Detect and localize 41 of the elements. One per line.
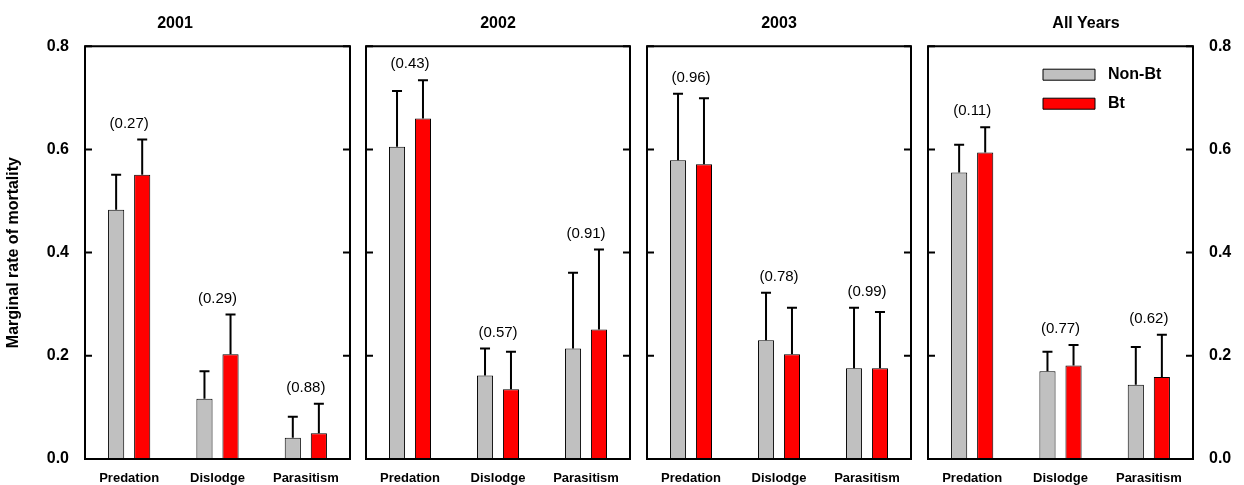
legend-label: Non-Bt	[1108, 64, 1162, 82]
y-tick-label: 0.6	[46, 139, 70, 157]
chart-title: 2002	[480, 14, 516, 32]
annotation: (0.62)	[1129, 308, 1169, 326]
y-tick-label: 0.2	[1209, 346, 1232, 364]
x-tick-label: Predation	[661, 470, 722, 485]
x-tick-label: Dislodge	[751, 470, 807, 485]
annotation: (0.43)	[390, 54, 430, 72]
chart-title: All Years	[1052, 14, 1120, 32]
x-tick-label: Parasitism	[1115, 470, 1182, 485]
x-tick-label: Dislodge	[470, 470, 526, 485]
x-tick-label: Predation	[99, 470, 160, 485]
chart-title: 2003	[761, 14, 797, 32]
y-tick-label: 0.4	[46, 243, 70, 261]
y-tick-label: 0.2	[46, 346, 70, 364]
y-axis-title: Marginal rate of mortality	[4, 156, 22, 349]
y-tick-label: 0.6	[1209, 139, 1232, 157]
annotation: (0.57)	[478, 322, 518, 340]
annotation: (0.11)	[953, 101, 992, 119]
annotation: (0.78)	[759, 266, 799, 284]
y-tick-label: 0.8	[46, 36, 70, 54]
y-tick-label: 0.4	[1209, 243, 1232, 261]
annotation: (0.91)	[566, 223, 606, 241]
x-tick-label: Parasitism	[553, 470, 619, 485]
annotation: (0.96)	[671, 67, 711, 85]
annotation: (0.99)	[847, 281, 887, 299]
x-tick-label: Dislodge	[190, 470, 245, 485]
legend-label: Bt	[1108, 93, 1126, 111]
annotation: (0.88)	[286, 377, 326, 395]
x-tick-label: Predation	[380, 470, 441, 485]
y-tick-label: 0.0	[1209, 449, 1232, 467]
x-tick-label: Parasitism	[272, 470, 339, 485]
annotation: (0.29)	[197, 288, 238, 306]
chart-title: 2001	[157, 14, 193, 32]
y-tick-label: 0.8	[1209, 36, 1232, 54]
x-tick-label: Parasitism	[834, 470, 900, 485]
annotation: (0.77)	[1040, 319, 1081, 337]
x-tick-label: Predation	[942, 470, 1003, 485]
annotation: (0.27)	[109, 113, 149, 131]
y-tick-label: 0.0	[46, 449, 70, 467]
x-tick-label: Dislodge	[1033, 470, 1088, 485]
